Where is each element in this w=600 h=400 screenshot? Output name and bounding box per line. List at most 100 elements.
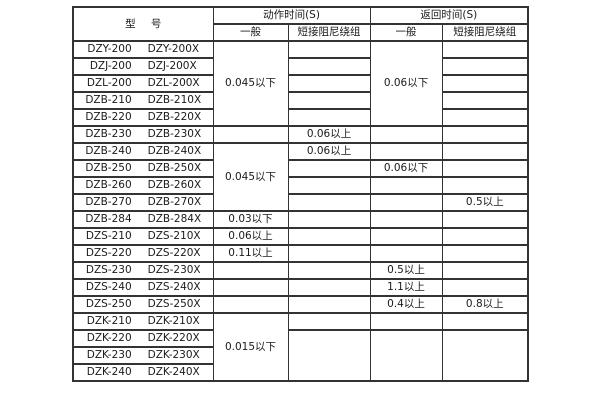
value-cell	[441, 244, 529, 263]
value-cell: 0.03以下	[212, 210, 289, 229]
value-cell	[369, 329, 443, 382]
value-cell	[369, 142, 443, 161]
value-cell: 0.11以上	[212, 244, 289, 263]
value-cell	[441, 159, 529, 178]
model-name: DZS-230	[85, 264, 132, 277]
model-name: DZL-200	[86, 77, 132, 90]
model-name: DZS-250	[85, 298, 132, 311]
model-cell: DZL-200 DZL-200X	[72, 74, 214, 93]
table-row: DZK-240 DZK-240X	[72, 363, 528, 382]
model-name: DZK-220	[86, 332, 132, 345]
model-cell: DZB-270 DZB-270X	[72, 193, 214, 212]
model-name: DZB-270	[85, 196, 132, 209]
value-cell: 0.06以上	[287, 125, 371, 144]
value-cell	[369, 227, 443, 246]
table-row: DZL-200 DZL-200X	[72, 74, 529, 93]
model-name: DZK-220X	[147, 332, 200, 345]
model-name: DZK-240	[86, 366, 132, 379]
model-cell: DZY-200 DZY-200X	[72, 40, 214, 59]
value-cell	[441, 329, 529, 382]
value-cell	[441, 40, 529, 59]
value-cell	[212, 125, 289, 144]
value-cell: 0.045以下	[212, 40, 289, 127]
value-cell	[287, 244, 371, 263]
value-cell	[369, 312, 443, 331]
model-name: DZB-260X	[147, 179, 202, 192]
value-cell	[441, 227, 529, 246]
value-cell	[441, 125, 529, 144]
model-name: DZY-200X	[147, 43, 200, 56]
value-cell	[441, 74, 529, 93]
value-cell: 0.5以上	[369, 261, 443, 280]
table-row: DZB-210 DZB-210X	[72, 91, 529, 110]
table-row: DZS-210 DZS-210X 0.06以上	[72, 227, 529, 246]
model-cell: DZB-210 DZB-210X	[72, 91, 214, 110]
value-cell	[287, 210, 371, 229]
value-cell	[287, 91, 371, 110]
model-cell: DZK-230 DZK-230X	[72, 346, 214, 365]
table-row: DZB-284 DZB-284X 0.03以下	[72, 210, 529, 229]
value-cell	[369, 125, 443, 144]
model-cell: DZB-250 DZB-250X	[72, 159, 214, 178]
model-name: DZB-250	[85, 162, 132, 175]
value-cell: 0.06以下	[369, 159, 443, 178]
table-row: DZK-230 DZK-230X	[72, 346, 528, 365]
model-cell: DZB-220 DZB-220X	[72, 108, 214, 127]
value-cell	[287, 227, 371, 246]
value-cell: 0.8以上	[441, 295, 529, 314]
table-row: DZK-220 DZK-220X	[72, 329, 529, 382]
value-cell	[369, 176, 443, 195]
model-name: DZK-210X	[147, 315, 200, 328]
col-header-action-time: 动作时间(S)	[212, 6, 371, 25]
model-name: DZB-210X	[147, 94, 202, 107]
model-cell: DZS-250 DZS-250X	[72, 295, 214, 314]
model-name: DZB-284	[85, 213, 132, 226]
value-cell: 0.06以上	[212, 227, 289, 246]
header-row-subcolumns: 一般 短接阻尼绕组 一般 短接阻尼绕组	[73, 23, 529, 42]
value-cell	[287, 108, 371, 127]
value-cell: 0.5以上	[441, 193, 529, 212]
value-cell	[441, 261, 529, 280]
model-name: DZS-210	[85, 230, 132, 243]
model-name: DZK-210	[86, 315, 132, 328]
model-name: DZS-250X	[147, 298, 201, 311]
value-cell	[287, 329, 371, 382]
table-row: DZS-250 DZS-250X 0.4以上 0.8以上	[72, 295, 529, 314]
model-name: DZS-240	[85, 281, 132, 294]
model-name: DZB-240X	[147, 145, 202, 158]
value-cell	[287, 193, 371, 212]
value-cell	[369, 244, 443, 263]
model-cell: DZS-230 DZS-230X	[72, 261, 214, 280]
model-name: DZB-230X	[147, 128, 202, 141]
model-name: DZB-284X	[147, 213, 202, 226]
col-header-model: 型 号	[72, 6, 214, 42]
value-cell	[212, 261, 289, 280]
model-cell: DZK-220 DZK-220X	[72, 329, 214, 348]
model-name: DZY-200	[87, 43, 132, 56]
col-header-return-general: 一般	[369, 23, 443, 42]
value-cell: 0.015以下	[212, 312, 289, 382]
table-row: DZB-230 DZB-230X 0.06以上	[72, 125, 529, 144]
value-cell	[441, 176, 529, 195]
table-body: DZY-200 DZY-200X 0.045以下 0.06以下 DZJ-200 DZJ-2…	[72, 40, 529, 382]
col-header-return-damped: 短接阻尼绕组	[441, 23, 529, 42]
value-cell	[369, 193, 443, 212]
value-cell	[441, 142, 529, 161]
model-name: DZS-230X	[147, 264, 201, 277]
header-row-groups: 型 号 动作时间(S) 返回时间(S)	[72, 6, 529, 42]
model-name: DZK-240X	[147, 366, 200, 379]
table-header: 型 号 动作时间(S) 返回时间(S) 一般 短接阻尼绕组 一般 短接阻尼绕组	[72, 6, 529, 42]
value-cell: 1.1以上	[369, 278, 443, 297]
model-name: DZB-220	[85, 111, 132, 124]
value-cell	[441, 108, 529, 127]
col-header-return-time: 返回时间(S)	[369, 6, 529, 25]
model-cell: DZJ-200 DZJ-200X	[72, 57, 214, 76]
table-row: DZS-230 DZS-230X 0.5以上	[72, 261, 529, 280]
value-cell	[212, 295, 289, 314]
model-name: DZB-230	[85, 128, 132, 141]
value-cell	[441, 278, 529, 297]
table-row: DZJ-200 DZJ-200X	[72, 57, 529, 76]
model-name: DZB-210	[85, 94, 132, 107]
value-cell	[441, 57, 529, 76]
model-name: DZS-210X	[147, 230, 201, 243]
